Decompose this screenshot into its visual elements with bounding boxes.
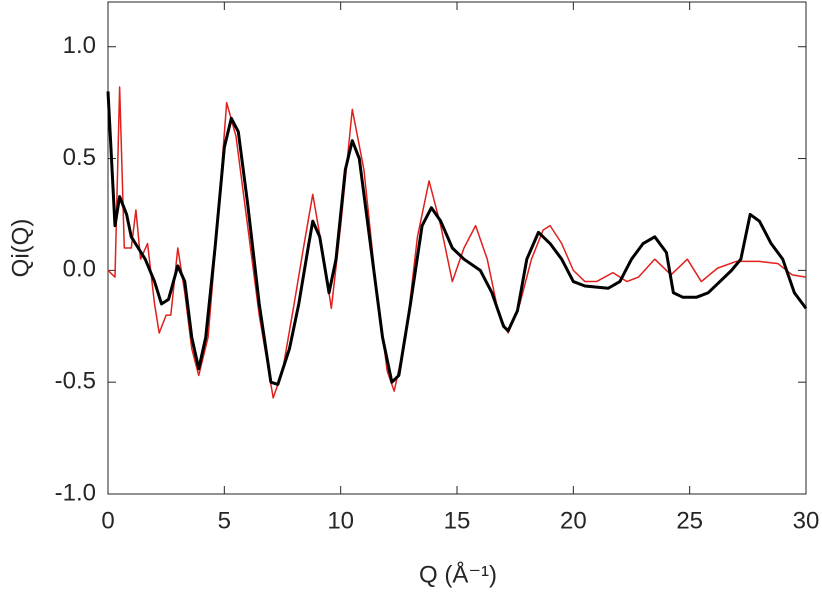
y-tick-label: 0.0 <box>63 256 96 283</box>
x-tick-label: 10 <box>327 507 354 534</box>
data-line <box>107 86 807 399</box>
y-tick-label: 1.0 <box>63 32 96 59</box>
x-tick-label: 25 <box>676 507 703 534</box>
x-tick-label: 5 <box>218 507 231 534</box>
y-tick-label: -1.0 <box>55 479 96 506</box>
y-tick-label: 0.5 <box>63 144 96 171</box>
y-axis-label: Qi(Q) <box>7 219 34 278</box>
y-tick-label: -0.5 <box>55 368 96 395</box>
x-tick-label: 0 <box>101 507 114 534</box>
plot-frame <box>107 1 807 495</box>
x-tick-label: 30 <box>793 507 820 534</box>
x-tick-label: 20 <box>560 507 587 534</box>
x-axis-label: Q (Å⁻¹) <box>419 560 497 588</box>
x-tick-label: 15 <box>444 507 471 534</box>
data-line <box>106 91 808 386</box>
